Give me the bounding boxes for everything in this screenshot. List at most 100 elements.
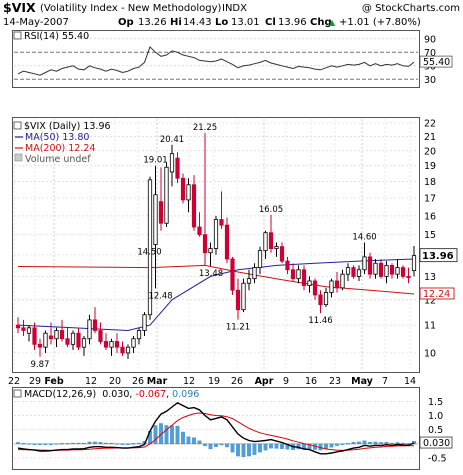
price-tick-label: 13 [424,272,436,283]
macd-legend-sep1: , [129,389,135,400]
price-tick-label: 10 [424,348,436,359]
macd-histogram-bar [137,442,141,445]
macd-histogram-bar [390,442,394,445]
macd-histogram-bar [60,443,64,445]
macd-histogram-bar [82,442,86,445]
candle-body [400,267,406,277]
macd-histogram-bar [192,437,196,445]
date-tick-label: 26 [132,376,144,387]
candle-body [290,269,296,280]
change-value: +1.01 (+7.80%) [339,17,421,28]
candle-body [87,319,92,340]
last-close-tag-text: 13.96 [422,251,454,262]
macd-histogram-bar [170,425,174,445]
candlestick-series [15,133,417,359]
macd-tick-label: 1.0 [428,411,443,422]
candle-body [307,280,312,286]
macd-histogram-bar [153,425,158,445]
candle-body [241,282,246,311]
instrument-name: (Volatility Index - New Methodology) [40,3,222,14]
macd-histogram-bar [280,443,284,449]
candle-body [131,338,136,348]
ma200-tag-text: 12.24 [423,289,450,300]
macd-histogram-bar [307,443,312,449]
macd-histogram-bar [379,442,383,445]
candle-body [329,280,334,293]
macd-histogram-bar [274,443,279,449]
candle-body [252,267,257,280]
candle-body [81,338,87,348]
rsi-panel: RSI(14) 55.40 90705030 55.40 [12,30,453,88]
rsi-tick-label: 70 [424,48,436,59]
candle-body [362,256,367,271]
macd-histogram-bar [27,443,31,445]
candle-body [389,265,395,275]
macd-legend-signal: -0.067 [135,389,166,400]
candle-body [274,246,279,250]
rsi-gridlines [14,38,418,80]
macd-histogram-bar [21,443,26,445]
macd-histogram-bar [258,443,262,453]
price-tick-label: 18 [424,177,436,188]
macd-histogram-bar [164,425,169,445]
close-label: Cl [265,17,276,28]
macd-histogram-bar [16,442,20,445]
macd-histogram-bar [412,440,416,445]
candle-body [15,324,21,329]
rsi-tick-label: 30 [424,75,436,86]
date-tick-label: 22 [8,376,20,387]
candle-body [340,273,345,289]
macd-histogram-bar [219,443,224,446]
candle-body [373,262,378,275]
price-legend: $VIX (Daily) 13.96 MA(50) 13.80 MA(200) … [13,121,111,165]
macd-histogram-bar [203,443,207,447]
rsi-last-tag-text: 55.40 [423,57,450,68]
candle-body [109,341,114,348]
macd-tick-label: -0.5 [428,454,447,465]
open-label: Op [118,17,134,28]
price-tick-label: 20 [424,146,436,157]
candle-body [224,224,230,260]
macd-histogram-bar [120,443,125,445]
date-tick-label: 26 [231,376,243,387]
price-tick-label: 17 [424,194,436,205]
candle-body [26,327,32,334]
macd-histogram-bar [384,442,389,445]
price-tick-label: 16 [424,211,436,222]
date-tick-label: 20 [109,376,121,387]
macd-histogram-bar [54,443,59,445]
candle-body [285,260,290,271]
date-tick-label: 9 [283,376,289,387]
macd-legend-histogram: 0.096 [172,389,199,400]
macd-histogram-bar [335,443,339,446]
candle-body [197,226,202,236]
candle-body [356,269,362,277]
volume-legend-swatch [14,153,23,162]
volume-legend: Volume undef [25,154,91,165]
macd-histogram-bar [247,443,251,457]
price-annotation: 21.25 [193,123,217,133]
price-legend-swatch [13,121,22,130]
date-tick-label: Feb [44,376,64,387]
candle-body [158,201,164,224]
macd-histogram-bar [76,442,81,445]
macd-histogram-bar [87,441,92,445]
candle-body [54,330,59,340]
candle-body [230,258,235,291]
macd-histogram-bar [368,442,372,445]
macd-histogram-bar [252,443,257,455]
macd-histogram-bar [197,440,202,445]
candle-body [164,166,169,224]
price-tick-label: 12 [424,295,436,306]
ma200-line [17,264,415,295]
price-annotation: 16.05 [259,205,283,215]
candle-body [32,327,37,345]
candle-body [312,280,318,296]
macd-histogram-bar [115,443,119,445]
candle-body [395,267,400,275]
high-value: 14.43 [183,17,212,28]
macd-histogram-bar [395,442,400,445]
candle-body [76,332,81,348]
macd-histogram-bar [65,443,70,445]
